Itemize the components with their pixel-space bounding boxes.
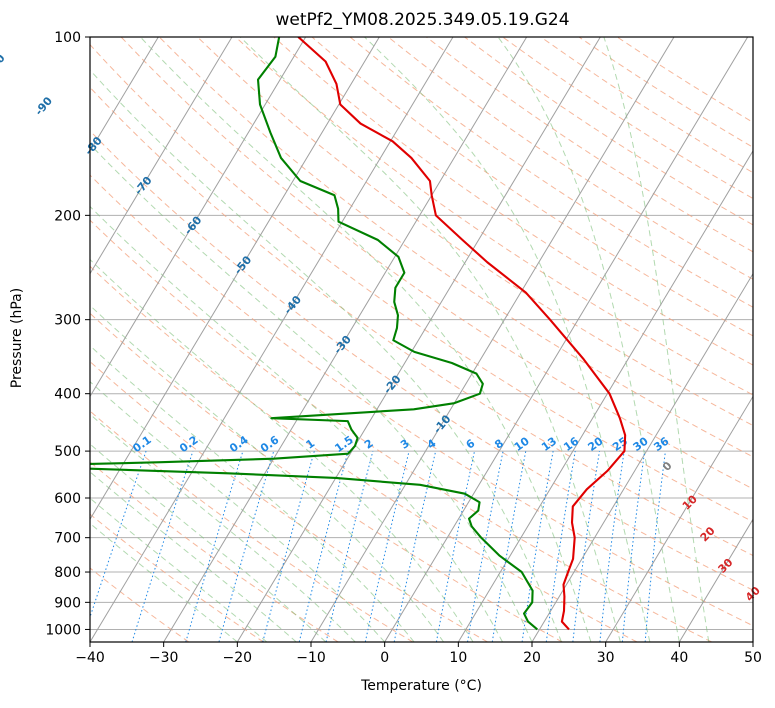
moist-adiabat-line [90, 381, 386, 642]
moist-adiabat-line [90, 443, 327, 642]
dry-adiabat-line [90, 513, 264, 642]
moist-adiabat-line [239, 37, 621, 642]
y-tick-label: 800 [54, 565, 81, 581]
moist-adiabat-line [139, 37, 592, 642]
isotherm-line [236, 37, 601, 642]
y-tick-label: 500 [54, 444, 81, 460]
axes: −40 −30 −20 −10 0 10 20 30 40 50 100 200 300 400 500 60… [45, 30, 762, 666]
x-tick-label: −20 [223, 650, 253, 666]
isotherm-label: -90 [32, 94, 55, 118]
dry-adiabat-line [90, 174, 753, 627]
isotherm-line [605, 395, 753, 642]
dry-adiabat-line [349, 37, 753, 308]
mixing-ratio-line [298, 450, 349, 642]
isotherm-label: -100 [0, 51, 8, 81]
isotherm-line [90, 37, 307, 398]
isotherm-line [90, 37, 159, 152]
plot-frame [89, 36, 754, 643]
moist-adiabat-line [90, 69, 562, 642]
x-tick-label: 10 [449, 650, 467, 666]
dry-adiabat-line [120, 37, 753, 490]
x-tick-label: 20 [523, 650, 541, 666]
dry-adiabat-line [90, 219, 712, 642]
isotherm-line [90, 37, 380, 521]
x-tick-label: −10 [296, 650, 326, 666]
isotherm-line [457, 149, 753, 642]
mixing-ratio-line [521, 451, 554, 642]
y-tick-label: 1000 [45, 622, 81, 638]
x-tick-label: 30 [597, 650, 615, 666]
dewpoint-line [90, 37, 538, 631]
x-tick-label: 40 [670, 650, 688, 666]
x-tick-label: 0 [380, 650, 389, 666]
moist-adiabat-line [497, 37, 680, 642]
isotherm-line [678, 518, 753, 642]
mixing-ratio-line [218, 450, 275, 642]
y-axis-label: Pressure (hPa) [9, 287, 25, 389]
x-tick-label: 50 [744, 650, 762, 666]
x-axis-label: Temperature (°C) [361, 678, 482, 694]
x-tick-label: −30 [149, 650, 179, 666]
mixing-ratio-line [131, 450, 194, 642]
y-tick-label: 700 [54, 531, 81, 547]
moist-adiabat-line [90, 413, 356, 642]
y-tick-label: 300 [54, 313, 81, 329]
y-tick-label: 400 [54, 387, 81, 403]
y-tick-label: 600 [54, 491, 81, 507]
moist-adiabat-line [90, 345, 415, 642]
mixing-ratio-line [572, 451, 600, 642]
mixing-ratio-line [644, 451, 666, 642]
mixing-ratio-line [545, 451, 576, 642]
x-tick-label: −40 [75, 650, 105, 666]
isotherm-line [163, 37, 528, 642]
dry-adiabat-line [197, 37, 753, 427]
moist-adiabat-line [90, 258, 474, 642]
chart-title: wetPf2_YM08.2025.349.05.19.G24 [275, 10, 570, 30]
dry-adiabat-line [90, 567, 190, 642]
y-tick-label: 100 [54, 30, 81, 46]
moist-adiabat-line [603, 37, 710, 642]
y-tick-label: 200 [54, 208, 81, 224]
plot-area [90, 37, 753, 642]
background-lines [90, 37, 753, 642]
dry-adiabat-line [158, 37, 753, 458]
moist-adiabat-line [90, 143, 533, 642]
mixing-ratio-line [262, 450, 315, 642]
dry-adiabat-line [90, 360, 488, 642]
moist-adiabat-line [364, 37, 651, 642]
isotherm-line [90, 37, 233, 275]
temperature-line [297, 37, 627, 631]
moist-adiabat-line [90, 205, 503, 642]
isotherm-line [90, 37, 454, 642]
mixing-ratio-line [364, 450, 410, 642]
isotherm-line [752, 641, 753, 642]
isotherm-line [310, 37, 675, 642]
mixing-ratio-line [325, 450, 374, 642]
y-tick-label: 900 [54, 595, 81, 611]
isotherm-line [531, 272, 753, 642]
mixing-ratio-line [621, 451, 646, 642]
dry-adiabat-line [90, 265, 638, 642]
mixing-ratio-line [185, 450, 244, 642]
mixing-ratio-line [599, 451, 625, 642]
moist-adiabat-line [90, 304, 445, 642]
moist-adiabat-line [90, 471, 297, 642]
sounding-series [90, 37, 627, 631]
dry-adiabat-line [90, 312, 563, 642]
dry-adiabat-line [311, 37, 753, 337]
